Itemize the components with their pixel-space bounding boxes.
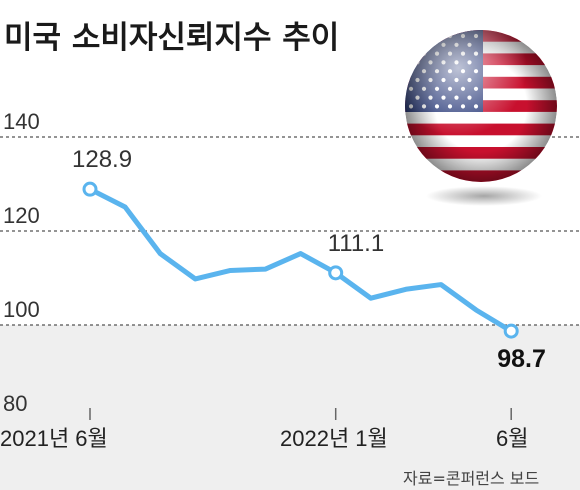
data-point bbox=[82, 181, 98, 197]
series-line bbox=[87, 186, 514, 334]
chart-title: 미국 소비자신뢰지수 추이 bbox=[4, 20, 339, 56]
flag-star bbox=[434, 33, 440, 39]
data-labels: 128.9 111.1 98.7 bbox=[72, 146, 546, 373]
gridlines bbox=[0, 136, 580, 326]
flag-star bbox=[408, 69, 414, 74]
flag-star bbox=[428, 42, 433, 47]
y-tick-label: 100 bbox=[3, 297, 40, 322]
y-tick-label: 140 bbox=[3, 109, 40, 134]
below-100-band bbox=[0, 325, 580, 490]
x-axis: 2021년 6월 2022년 1월 6월 bbox=[0, 408, 528, 451]
data-point bbox=[503, 323, 519, 339]
flag-star bbox=[421, 33, 427, 39]
data-points bbox=[82, 181, 519, 339]
x-tick-label: 2022년 1월 bbox=[280, 426, 388, 451]
source-note: 자료=콘퍼런스 보드 bbox=[403, 469, 539, 488]
y-tick-label: 120 bbox=[3, 203, 40, 228]
y-axis: 80 100 120 140 bbox=[3, 109, 40, 416]
data-label: 128.9 bbox=[72, 146, 132, 173]
data-label: 98.7 bbox=[497, 345, 546, 373]
flag-star bbox=[415, 42, 420, 47]
flag-star bbox=[408, 33, 414, 39]
data-label: 111.1 bbox=[328, 230, 385, 257]
x-tick-label: 2021년 6월 bbox=[0, 426, 108, 451]
series-consumer-confidence bbox=[87, 186, 514, 334]
y-tick-label: 80 bbox=[3, 391, 27, 416]
flag-star bbox=[408, 51, 414, 56]
x-tick-label: 6월 bbox=[496, 426, 528, 451]
data-point bbox=[328, 265, 344, 281]
us-flag-globe-icon bbox=[405, 30, 557, 206]
